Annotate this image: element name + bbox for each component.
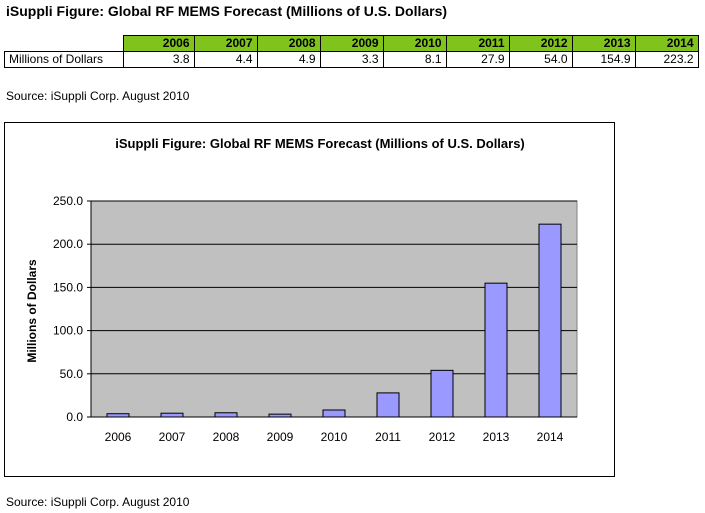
table-year-header: 2012 xyxy=(508,35,573,52)
chart-frame: iSuppli Figure: Global RF MEMS Forecast … xyxy=(4,122,615,477)
bar xyxy=(538,223,562,418)
x-tick-label: 2011 xyxy=(375,430,401,444)
table-value-cell: 54.0 xyxy=(508,51,573,68)
table-value-cell: 3.8 xyxy=(122,51,195,68)
bar xyxy=(160,412,184,418)
x-tick-label: 2007 xyxy=(159,430,186,444)
table-header-row: 2006 2007 2008 2009 2010 2011 2012 2013 2014 xyxy=(4,35,699,52)
table-value-cell: 27.9 xyxy=(445,51,510,68)
bar xyxy=(484,282,508,418)
table-value-cell: 223.2 xyxy=(634,51,699,68)
table-value-cell: 4.9 xyxy=(256,51,321,68)
page-title: iSuppli Figure: Global RF MEMS Forecast … xyxy=(6,3,448,19)
y-tick-label: 200.0 xyxy=(53,237,83,251)
y-tick-label: 100.0 xyxy=(53,324,83,338)
y-tick-label: 0.0 xyxy=(66,410,83,424)
x-tick-label: 2014 xyxy=(537,430,564,444)
x-tick-label: 2012 xyxy=(429,430,456,444)
y-tick-label: 50.0 xyxy=(60,367,84,381)
x-tick-label: 2013 xyxy=(483,430,510,444)
forecast-table: 2006 2007 2008 2009 2010 2011 2012 2013 2014 Mil… xyxy=(4,35,699,68)
bar xyxy=(322,409,346,418)
table-year-header: 2013 xyxy=(571,35,636,52)
y-axis-label: Millions of Dollars xyxy=(25,259,39,363)
bar xyxy=(214,412,238,418)
bar xyxy=(376,392,400,418)
table-year-header: 2009 xyxy=(319,35,384,52)
table-corner-cell xyxy=(4,35,124,52)
table-data-row: Millions of Dollars 3.8 4.4 4.9 3.3 8.1 27.9 5… xyxy=(4,51,699,68)
x-tick-label: 2008 xyxy=(213,430,240,444)
table-value-cell: 4.4 xyxy=(193,51,258,68)
x-tick-label: 2006 xyxy=(105,430,132,444)
table-year-header: 2006 xyxy=(122,35,195,52)
table-year-header: 2014 xyxy=(634,35,699,52)
table-year-header: 2007 xyxy=(193,35,258,52)
table-value-cell: 154.9 xyxy=(571,51,636,68)
table-year-header: 2008 xyxy=(256,35,321,52)
table-value-cell: 3.3 xyxy=(319,51,384,68)
table-value-cell: 8.1 xyxy=(382,51,447,68)
chart-title: iSuppli Figure: Global RF MEMS Forecast … xyxy=(115,136,525,151)
y-tick-label: 150.0 xyxy=(53,280,83,294)
table-year-header: 2011 xyxy=(445,35,510,52)
y-tick-label: 250.0 xyxy=(53,194,83,208)
source-note-bottom: Source: iSuppli Corp. August 2010 xyxy=(6,495,190,509)
table-row-label: Millions of Dollars xyxy=(4,51,124,68)
bar-chart: iSuppli Figure: Global RF MEMS Forecast … xyxy=(25,136,578,444)
bar xyxy=(430,369,454,418)
table-year-header: 2010 xyxy=(382,35,447,52)
source-note-top: Source: iSuppli Corp. August 2010 xyxy=(6,89,190,103)
x-tick-label: 2010 xyxy=(321,430,348,444)
x-tick-label: 2009 xyxy=(267,430,294,444)
